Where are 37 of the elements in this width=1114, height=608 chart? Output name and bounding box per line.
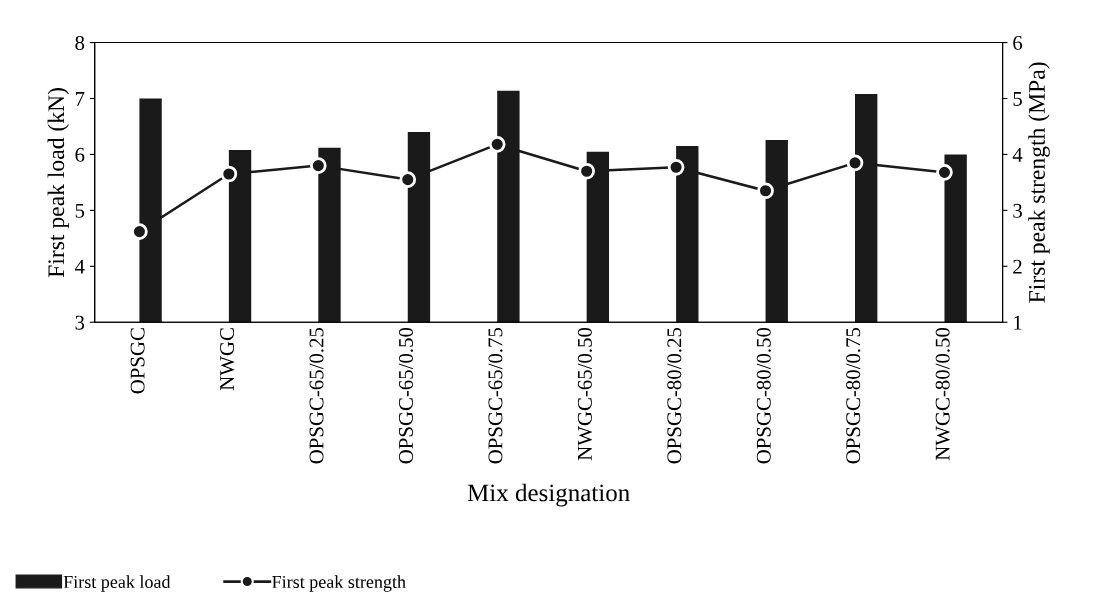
y-axis-title: First peak load (kN) <box>47 88 69 278</box>
x-tick-label: OPSGC-65/0.50 <box>398 327 414 464</box>
point <box>399 171 417 188</box>
point <box>578 162 595 180</box>
y2-tick-label: 6 <box>1013 35 1023 50</box>
y2-tick-label: 4 <box>1012 147 1023 162</box>
legend-label: First peak strength <box>272 575 406 592</box>
x-tick-label: OPSGC-65/0.75 <box>488 327 503 464</box>
x-tick-label: OPSGC-80/0.25 <box>667 327 682 464</box>
point <box>131 223 148 240</box>
point <box>667 158 685 176</box>
y-tick-label: 7 <box>75 92 85 106</box>
x-tick-label: OPSGC <box>130 328 145 394</box>
point <box>220 165 238 183</box>
point <box>846 154 864 172</box>
point <box>309 157 327 174</box>
x-tick-label: OPSGC-80/0.50 <box>756 327 771 464</box>
y-tick-label: 6 <box>75 147 85 162</box>
y-tick-label: 5 <box>75 203 85 218</box>
point <box>936 164 953 181</box>
x-axis-title: Mix designation <box>467 483 630 507</box>
x-tick-label: NWGC <box>220 328 235 391</box>
legend-label: First peak load <box>63 575 171 592</box>
y-tick-label: 4 <box>74 259 85 274</box>
x-tick-label: NWGC-65/0.50 <box>577 327 592 461</box>
y-tick-label: 8 <box>75 35 85 50</box>
y2-tick-label: 3 <box>1013 203 1022 218</box>
y2-tick-label: 1 <box>1014 315 1022 330</box>
y-tick-label: 3 <box>75 315 85 330</box>
x-tick-label: OPSGC-80/0.75 <box>846 327 861 464</box>
point <box>757 182 774 200</box>
point <box>488 136 506 153</box>
x-tick-label: NWGC-80/0.50 <box>935 327 950 461</box>
x-tick-label: OPSGC-65/0.25 <box>309 327 324 464</box>
y2-axis-title: First peak strength (MPa) <box>1028 62 1050 303</box>
y2-tick-label: 5 <box>1013 92 1022 106</box>
y2-tick-label: 2 <box>1013 259 1022 274</box>
